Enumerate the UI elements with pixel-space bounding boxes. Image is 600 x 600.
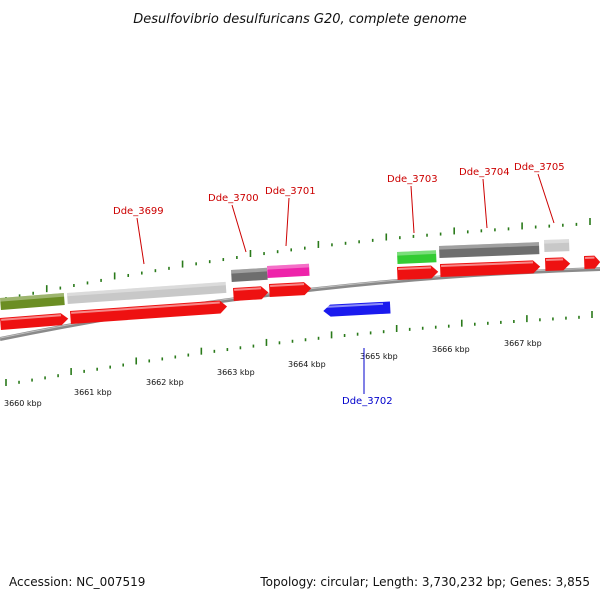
leader-line <box>537 173 555 224</box>
leader-line <box>136 217 145 265</box>
light-gray-feature <box>66 281 227 304</box>
olive-feature-shine <box>0 292 65 302</box>
cds-arrow <box>397 265 439 280</box>
scale-label: 3666 kbp <box>432 345 470 354</box>
accession-text: Accession: NC_007519 <box>9 575 145 589</box>
light-gray-feature-2-body <box>543 239 570 252</box>
light-gray-feature-shine <box>66 281 226 297</box>
dark-gray-feature-2-body <box>439 242 540 258</box>
cds-arrow <box>545 257 571 271</box>
dark-gray-feature-2 <box>439 242 540 258</box>
scale-label: 3665 kbp <box>360 352 398 361</box>
green-feature-shine <box>396 250 437 256</box>
scale-label: 3660 kbp <box>4 399 42 408</box>
dark-gray-feature-body <box>231 267 268 282</box>
dark-gray-feature-2-shine <box>439 242 540 250</box>
gene-label: Dde_3705 <box>514 162 565 173</box>
cds-arrow-shine <box>1 314 62 321</box>
scale-label: 3667 kbp <box>504 339 542 348</box>
cds-arrow-body <box>0 313 69 330</box>
light-gray-feature-body <box>66 281 227 304</box>
genome-summary-text: Topology: circular; Length: 3,730,232 bp… <box>259 575 590 589</box>
scale-label: 3664 kbp <box>288 360 326 369</box>
leader-line <box>231 204 247 253</box>
genome-title: Desulfovibrio desulfuricans G20, complet… <box>133 12 467 27</box>
dark-gray-feature-shine <box>231 267 268 274</box>
scale-label: 3663 kbp <box>217 368 255 377</box>
gene-label: Dde_3699 <box>113 206 164 217</box>
gene-labels: Dde_3699 Dde_3700 Dde_3701 Dde_3702 Dde_3703… <box>113 162 565 407</box>
cds-arrow-shine <box>270 283 305 287</box>
olive-feature <box>0 292 65 310</box>
green-feature-body <box>396 250 437 264</box>
magenta-feature-body <box>267 263 310 278</box>
olive-feature-body <box>0 292 65 310</box>
cds-arrow-shine <box>546 258 564 261</box>
magenta-feature <box>267 263 310 278</box>
cds-arrow-body <box>584 255 600 269</box>
reverse-cds-arrow-shine <box>324 302 384 308</box>
gene-label: Dde_3704 <box>459 167 510 178</box>
leader-line <box>482 178 488 229</box>
cds-arrow <box>269 282 312 297</box>
cds-arrow-shine <box>398 266 432 270</box>
cds-arrow <box>70 300 228 324</box>
cds-arrow <box>440 260 541 277</box>
scale-label: 3661 kbp <box>74 388 112 397</box>
gene-label: Dde_3700 <box>208 193 259 204</box>
scale-labels: 3660 kbp 3661 kbp 3662 kbp 3663 kbp 3664 kbp… <box>4 339 542 408</box>
green-feature <box>396 250 437 264</box>
gene-label: Dde_3703 <box>387 174 438 185</box>
light-gray-feature-2-shine <box>544 239 570 244</box>
gene-features <box>0 239 600 330</box>
scale-label: 3662 kbp <box>146 378 184 387</box>
cds-arrow <box>584 255 600 269</box>
cds-arrow <box>233 286 269 301</box>
cds-arrow-shine <box>441 261 534 267</box>
leader-line <box>410 185 415 234</box>
cds-arrow <box>0 313 69 330</box>
gene-label: Dde_3702 <box>342 396 393 407</box>
cds-arrow-shine <box>71 301 220 314</box>
label-leaders <box>136 173 555 394</box>
leader-line <box>285 197 290 247</box>
reverse-cds-arrow <box>323 301 391 317</box>
gene-label: Dde_3701 <box>265 186 316 197</box>
magenta-feature-shine <box>267 263 310 270</box>
dark-gray-feature <box>231 267 268 282</box>
inner-tick-ring <box>5 311 593 386</box>
cds-arrow-shine <box>234 287 262 291</box>
cds-arrow-body <box>70 300 228 324</box>
light-gray-feature-2 <box>543 239 570 252</box>
